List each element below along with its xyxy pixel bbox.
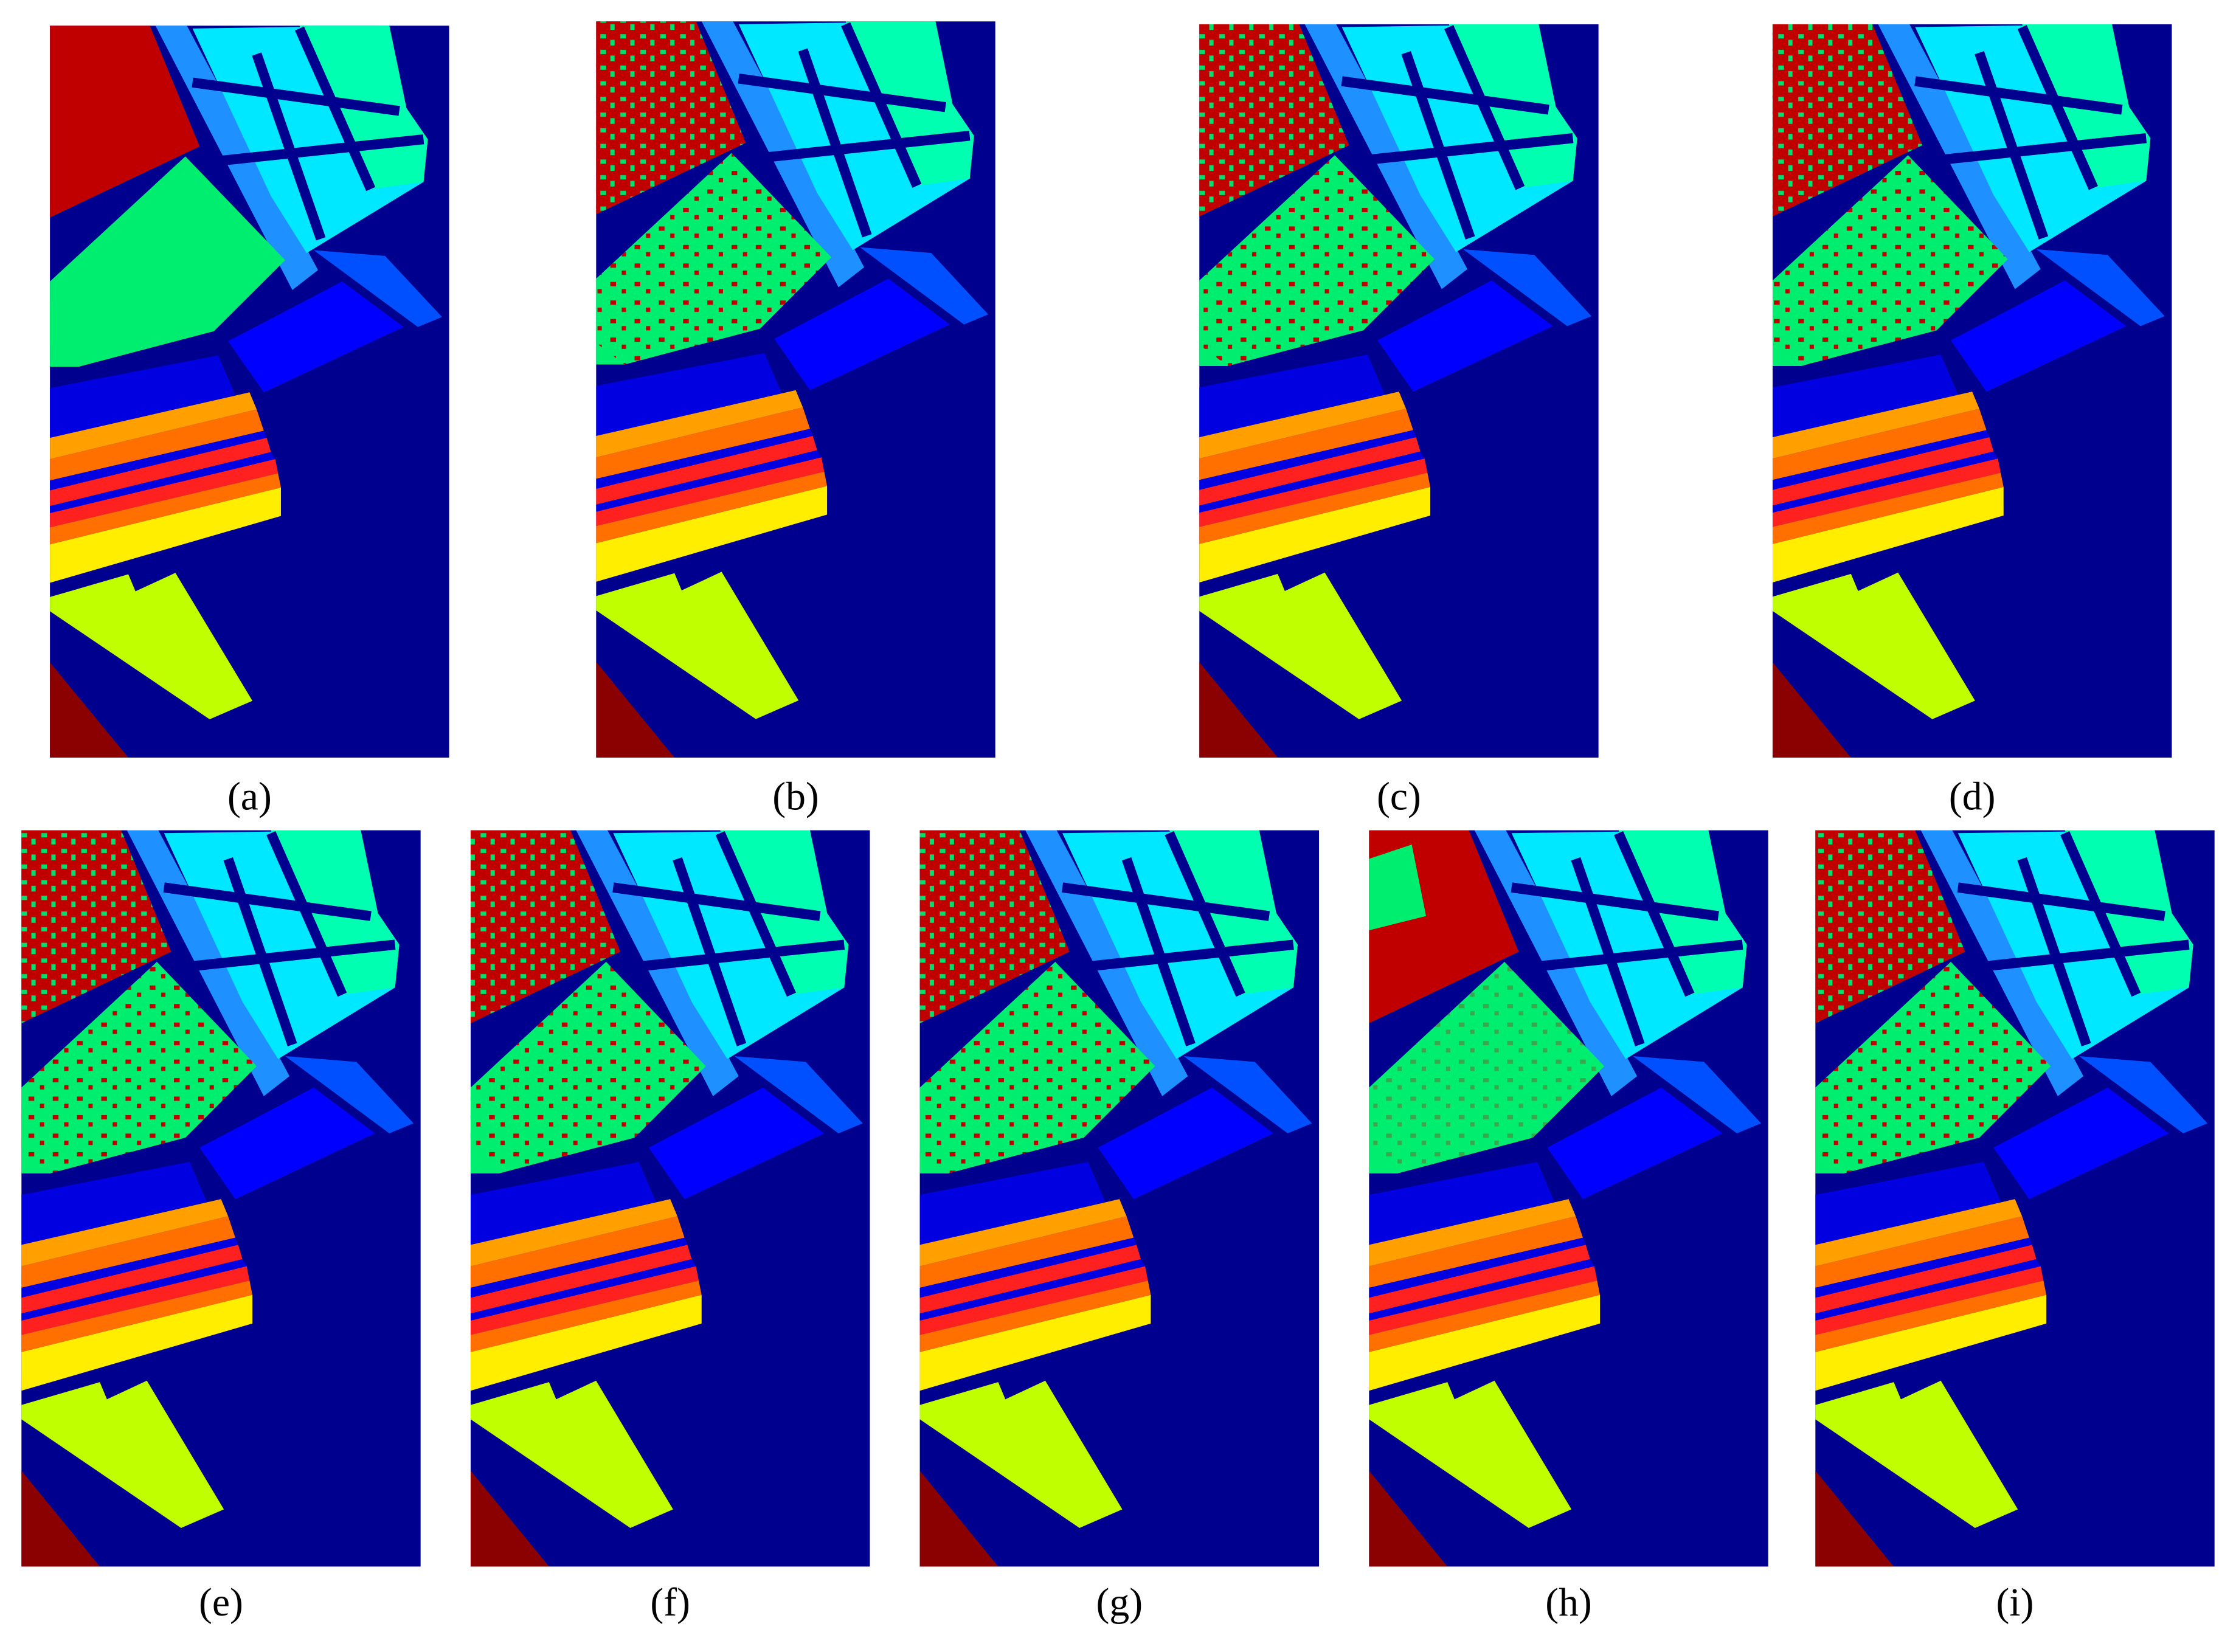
panel-label: (g) [1096, 1581, 1143, 1625]
noise [919, 961, 1155, 1173]
noise [21, 830, 171, 1023]
classification-map [470, 830, 870, 1567]
noise [470, 830, 621, 1023]
noise [470, 961, 706, 1173]
noise [1772, 155, 2008, 366]
classification-map [920, 831, 1320, 1567]
classification-map [50, 26, 449, 758]
noise [1199, 155, 1435, 366]
panel-label: (a) [227, 775, 272, 818]
panel-label: (h) [1545, 1581, 1592, 1625]
panel-label: (i) [1996, 1581, 2034, 1625]
noise [1815, 961, 2051, 1173]
noise [1815, 830, 1965, 1023]
noise [1772, 24, 1923, 217]
noise [1369, 961, 1605, 1173]
noise [596, 21, 746, 215]
noise [21, 961, 257, 1173]
noise [1199, 24, 1349, 217]
classification-map [1199, 24, 1599, 758]
classification-map [1815, 831, 2215, 1567]
map-image [50, 26, 449, 758]
classification-map [1772, 24, 2172, 758]
classification-map [596, 21, 995, 758]
classification-map [1369, 831, 1768, 1567]
noise [596, 153, 832, 365]
panel-label: (d) [1949, 775, 1996, 818]
noise [1369, 845, 1427, 931]
classification-map [21, 831, 421, 1567]
panel-label: (e) [199, 1581, 243, 1625]
noise [919, 830, 1070, 1023]
panel-label: (c) [1377, 775, 1421, 818]
map-image [1369, 831, 1768, 1567]
panel-label: (b) [772, 775, 819, 818]
panel-label: (f) [650, 1581, 690, 1625]
